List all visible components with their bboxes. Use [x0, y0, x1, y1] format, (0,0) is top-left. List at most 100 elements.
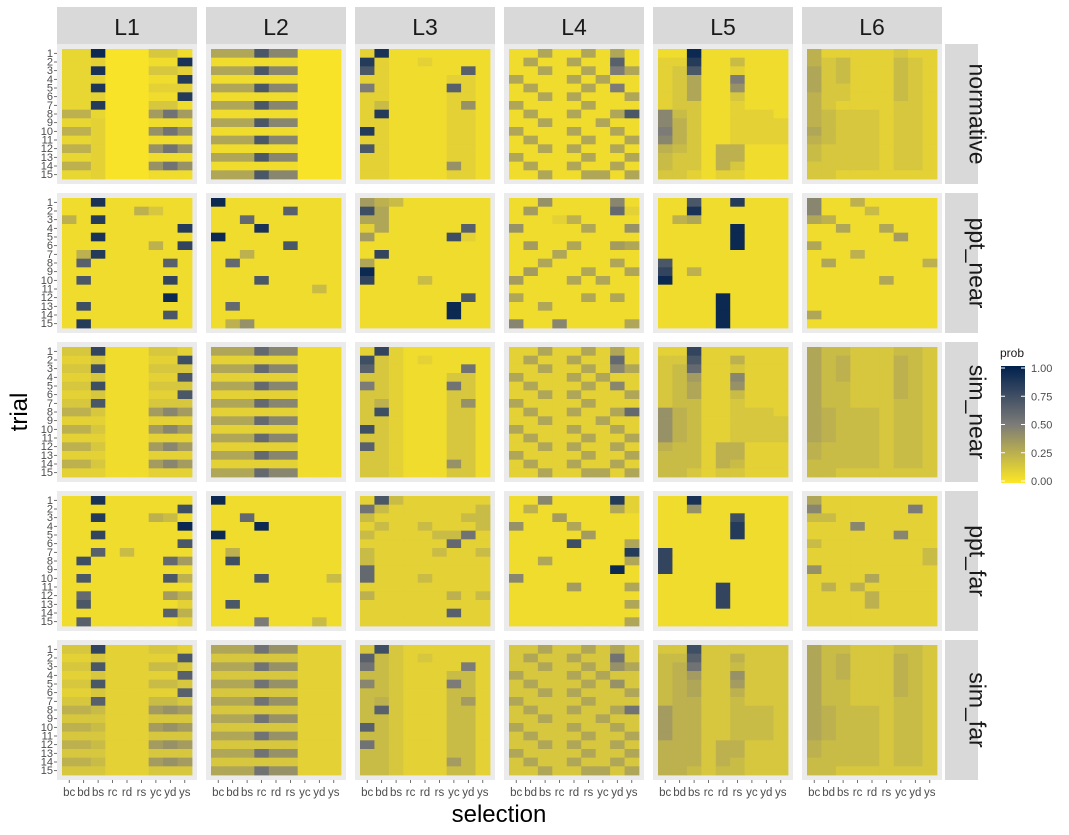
heat-cell: [730, 390, 746, 400]
heat-cell: [658, 522, 673, 532]
heat-cell: [312, 250, 327, 260]
heat-cell: [523, 671, 539, 681]
heat-cell: [283, 671, 299, 681]
heat-cell: [374, 688, 390, 698]
heat-cell: [62, 416, 77, 426]
heat-cell: [105, 310, 121, 320]
heat-cell: [268, 57, 284, 67]
heat-cell: [864, 645, 880, 655]
heat-cell: [773, 539, 789, 549]
heat-cell: [76, 347, 92, 357]
heat-cell: [62, 57, 77, 67]
heat-cell: [715, 565, 731, 575]
heat-cell: [239, 600, 255, 610]
heat-cell: [432, 224, 448, 234]
heat-cell: [163, 250, 178, 260]
heat-cell: [686, 723, 702, 733]
heat-cell: [134, 355, 150, 365]
heat-cell: [610, 459, 625, 469]
heat-cell: [581, 757, 597, 767]
heat-cell: [268, 688, 284, 698]
heat-cell: [461, 135, 476, 145]
heat-cell: [686, 302, 702, 312]
heat-cell: [432, 49, 448, 59]
heat-cell: [595, 548, 611, 558]
heat-cell: [475, 258, 491, 268]
heat-cell: [403, 591, 419, 601]
heat-cell: [908, 705, 923, 715]
heat-cell: [475, 276, 491, 286]
heat-cell: [297, 645, 313, 655]
heat-cell: [773, 170, 789, 180]
heat-cell: [297, 451, 313, 461]
heat-cell: [686, 565, 702, 575]
heat-cell: [148, 310, 164, 320]
heat-cell: [403, 206, 419, 216]
heat-cell: [446, 215, 462, 225]
heat-cell: [610, 679, 625, 689]
heat-cell: [163, 671, 178, 681]
heat-cell: [90, 215, 106, 225]
heat-cell: [672, 671, 688, 681]
heat-cell: [595, 267, 611, 277]
heat-cell: [566, 522, 582, 532]
heat-cell: [624, 582, 640, 592]
x-tick-label: rd: [569, 787, 579, 799]
heat-cell: [759, 496, 774, 506]
heat-cell: [807, 293, 822, 303]
heat-cell: [417, 241, 433, 251]
heat-cell: [360, 697, 375, 707]
heat-cell: [105, 548, 121, 558]
heat-cell: [908, 565, 923, 575]
heat-cell: [403, 731, 419, 741]
heat-cell: [552, 688, 568, 698]
heat-cell: [374, 749, 390, 759]
heat-cell: [225, 608, 241, 618]
heat-cell: [403, 740, 419, 750]
heat-cell: [388, 127, 404, 137]
heat-cell: [686, 539, 702, 549]
heat-cell: [177, 224, 193, 234]
heat-cell: [62, 364, 77, 374]
heat-cell: [225, 714, 241, 724]
heat-cell: [417, 679, 433, 689]
y-tick-label: 10: [41, 573, 53, 585]
heat-cell: [62, 381, 77, 391]
heat-cell: [773, 565, 789, 575]
heat-cell: [893, 617, 909, 627]
heat-cell: [105, 364, 121, 374]
heat-cell: [509, 355, 524, 365]
heat-cell: [254, 451, 270, 461]
heat-cell: [134, 161, 150, 171]
heat-cell: [821, 714, 837, 724]
heat-cell: [177, 688, 193, 698]
heat-cell: [177, 302, 193, 312]
heat-cell: [90, 556, 106, 566]
heat-cell: [552, 66, 568, 76]
heat-cell: [461, 161, 476, 171]
heat-cell: [509, 662, 524, 672]
heat-cell: [821, 127, 837, 137]
heat-cell: [283, 600, 299, 610]
heat-cell: [879, 224, 895, 234]
heat-cell: [134, 258, 150, 268]
heat-cell: [297, 241, 313, 251]
heat-cell: [672, 144, 688, 154]
heat-cell: [148, 433, 164, 443]
heat-cell: [254, 468, 270, 478]
heat-cell: [821, 617, 837, 627]
heat-cell: [624, 319, 640, 329]
heat-cell: [388, 731, 404, 741]
heat-cell: [922, 548, 938, 558]
heat-cell: [90, 468, 106, 478]
heat-cell: [177, 347, 193, 357]
heat-cell: [283, 591, 299, 601]
heat-cell: [163, 757, 178, 767]
heat-cell: [835, 617, 851, 627]
heat-cell: [360, 347, 375, 357]
heat-cell: [715, 522, 731, 532]
heat-cell: [730, 215, 746, 225]
heat-cell: [686, 101, 702, 111]
heat-cell: [835, 284, 851, 294]
panel-ppt-near-l3: [355, 193, 495, 333]
